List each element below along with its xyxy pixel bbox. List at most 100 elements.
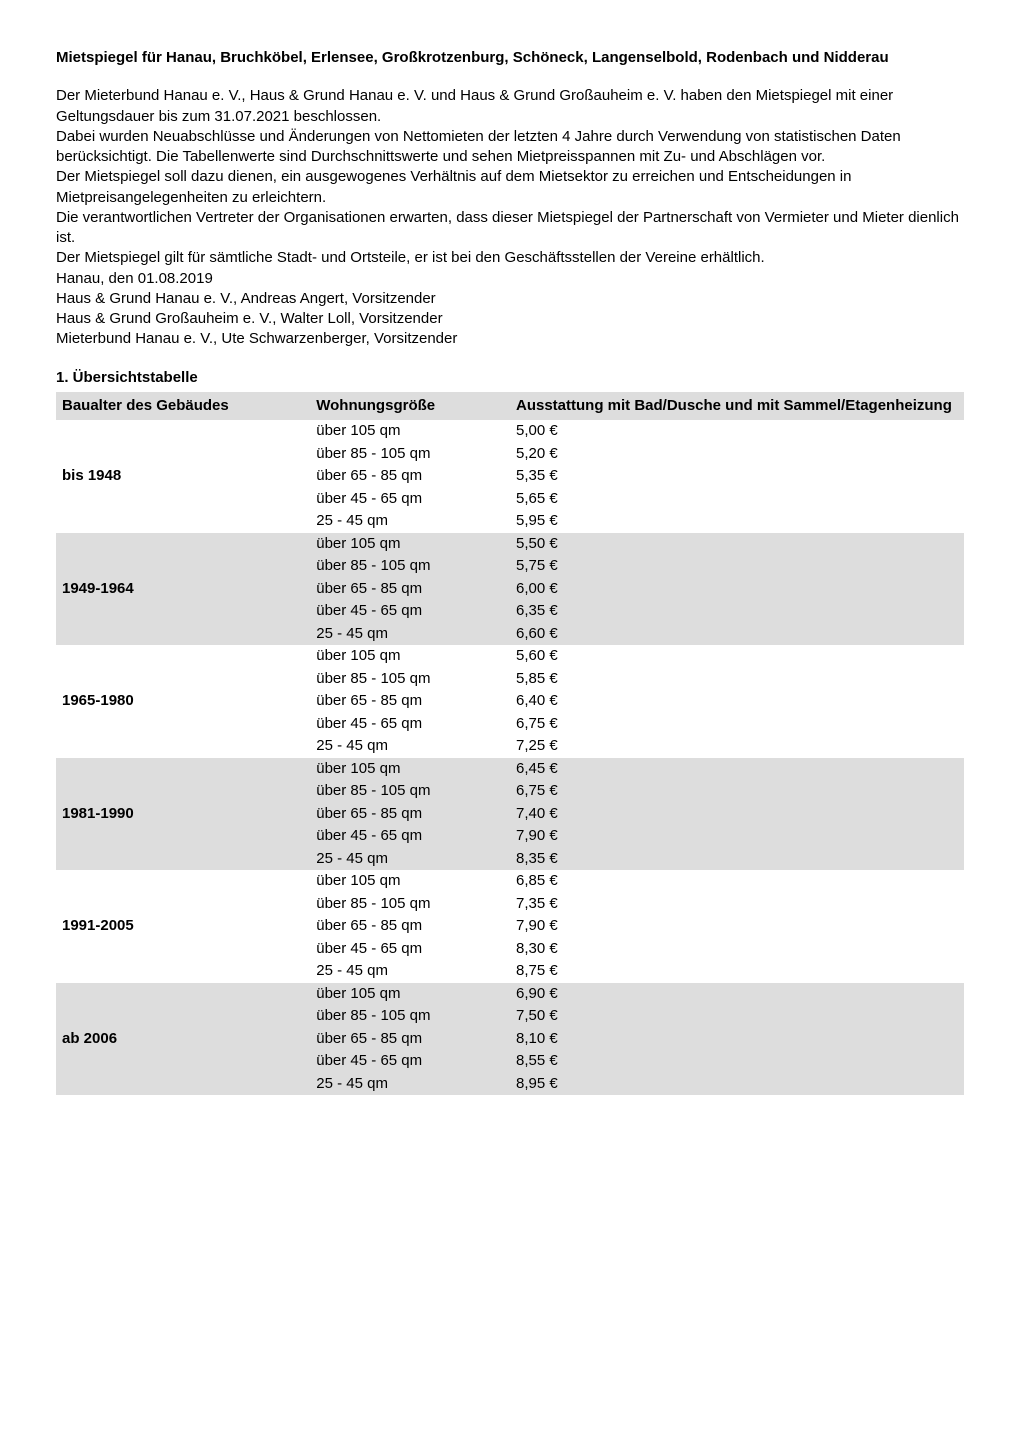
table-row: ab 2006 über 105 qm über 85 - 105 qm über 6… (56, 983, 964, 1096)
table-row: 1991-2005über 105 qmüber 85 - 105 qmüber… (56, 870, 964, 983)
col-header-age: Baualter des Gebäudes (56, 392, 310, 420)
intro-line: Haus & Grund Großauheim e. V., Walter Lo… (56, 310, 443, 327)
price-value: 6,75 € (516, 782, 558, 799)
price-cell: 5,60 € 5,85 € 6,40 € 6,75 € 7,25 € (510, 645, 964, 758)
price-value: 8,55 € (516, 1052, 558, 1069)
price-value: 6,90 € (516, 985, 558, 1002)
price-value: 5,00 € (516, 422, 558, 439)
price-value: 5,85 € (516, 670, 558, 687)
size-label: über 85 - 105 qm (316, 445, 430, 462)
size-label: über 105 qm (316, 647, 400, 664)
size-cell: über 105 qm über 85 - 105 qm über 65 - 85 … (310, 870, 510, 983)
price-value: 5,75 € (516, 557, 558, 574)
overview-table: Baualter des Gebäudes Wohnungsgröße Auss… (56, 392, 964, 1095)
price-value: 6,45 € (516, 760, 558, 777)
period-cell: 1965-1980 (56, 645, 310, 758)
size-label: über 65 - 85 qm (316, 692, 422, 709)
price-value: 6,60 € (516, 625, 558, 642)
size-label: über 85 - 105 qm (316, 557, 430, 574)
period-cell: 1949-1964 (56, 533, 310, 646)
size-cell: über 105 qm über 85 - 105 qm über 65 - 85 … (310, 758, 510, 871)
price-value: 7,35 € (516, 895, 558, 912)
size-cell: über 105 qm über 85 - 105 qm über 65 - 85 … (310, 420, 510, 533)
price-value: 5,65 € (516, 490, 558, 507)
intro-paragraph: Der Mieterbund Hanau e. V., Haus & Grund… (56, 86, 964, 349)
price-value: 6,85 € (516, 872, 558, 889)
section-heading: 1. Übersichtstabelle (56, 368, 964, 388)
price-value: 7,90 € (516, 827, 558, 844)
size-label: über 65 - 85 qm (316, 917, 422, 934)
size-label: über 45 - 65 qm (316, 715, 422, 732)
size-label: 25 - 45 qm (316, 625, 388, 642)
size-label: über 85 - 105 qm (316, 670, 430, 687)
document-title: Mietspiegel für Hanau, Bruchköbel, Erlen… (56, 48, 964, 68)
size-label: über 45 - 65 qm (316, 827, 422, 844)
price-value: 7,50 € (516, 1007, 558, 1024)
table-header-row: Baualter des Gebäudes Wohnungsgröße Auss… (56, 392, 964, 420)
size-label: über 85 - 105 qm (316, 782, 430, 799)
size-label: über 85 - 105 qm (316, 1007, 430, 1024)
col-header-equipment: Ausstattung mit Bad/Dusche und mit Samme… (510, 392, 964, 420)
size-cell: über 105 qm über 85 - 105 qm über 65 - 85 … (310, 533, 510, 646)
size-label: über 85 - 105 qm (316, 895, 430, 912)
size-cell: über 105 qm über 85 - 105 qm über 65 - 85 … (310, 983, 510, 1096)
size-cell: über 105 qm über 85 - 105 qm über 65 - 85 … (310, 645, 510, 758)
intro-line: Hanau, den 01.08.2019 (56, 270, 213, 287)
period-cell: bis 1948 (56, 420, 310, 533)
period-cell: 1991-2005 (56, 870, 310, 983)
size-label: 25 - 45 qm (316, 962, 388, 979)
price-value: 7,40 € (516, 805, 558, 822)
size-label: über 105 qm (316, 535, 400, 552)
price-value: 5,35 € (516, 467, 558, 484)
price-cell: 5,00 € 5,20 € 5,35 € 5,65 € 5,95 € (510, 420, 964, 533)
price-cell: 6,90 € 7,50 € 8,10 € 8,55 € 8,95 € (510, 983, 964, 1096)
intro-line: Die verantwortlichen Vertreter der Organ… (56, 209, 959, 246)
price-value: 8,35 € (516, 850, 558, 867)
intro-line: Haus & Grund Hanau e. V., Andreas Angert… (56, 290, 436, 307)
price-value: 6,00 € (516, 580, 558, 597)
size-label: über 45 - 65 qm (316, 602, 422, 619)
size-label: 25 - 45 qm (316, 850, 388, 867)
size-label: über 65 - 85 qm (316, 580, 422, 597)
price-value: 8,30 € (516, 940, 558, 957)
price-cell: 6,85 € 7,35 € 7,90 € 8,30 € 8,75 € (510, 870, 964, 983)
size-label: über 105 qm (316, 760, 400, 777)
size-label: über 45 - 65 qm (316, 490, 422, 507)
size-label: über 105 qm (316, 985, 400, 1002)
size-label: 25 - 45 qm (316, 512, 388, 529)
price-value: 7,90 € (516, 917, 558, 934)
price-value: 5,95 € (516, 512, 558, 529)
intro-line: Dabei wurden Neuabschlüsse und Änderunge… (56, 128, 901, 165)
table-row: 1965-1980über 105 qmüber 85 - 105 qmüber… (56, 645, 964, 758)
col-header-size: Wohnungsgröße (310, 392, 510, 420)
price-value: 5,60 € (516, 647, 558, 664)
price-value: 8,95 € (516, 1075, 558, 1092)
size-label: über 65 - 85 qm (316, 1030, 422, 1047)
price-value: 5,20 € (516, 445, 558, 462)
intro-line: Der Mieterbund Hanau e. V., Haus & Grund… (56, 87, 893, 124)
period-cell: 1981-1990 (56, 758, 310, 871)
price-value: 8,75 € (516, 962, 558, 979)
intro-line: Mieterbund Hanau e. V., Ute Schwarzenber… (56, 330, 457, 347)
size-label: über 105 qm (316, 422, 400, 439)
size-label: 25 - 45 qm (316, 1075, 388, 1092)
table-row: bis 1948über 105 qmüber 85 - 105 qmüber … (56, 420, 964, 533)
size-label: über 45 - 65 qm (316, 1052, 422, 1069)
price-value: 5,50 € (516, 535, 558, 552)
table-row: 1981-1990über 105 qmüber 85 - 105 qmüber… (56, 758, 964, 871)
size-label: 25 - 45 qm (316, 737, 388, 754)
price-value: 6,40 € (516, 692, 558, 709)
period-cell: ab 2006 (56, 983, 310, 1096)
price-value: 7,25 € (516, 737, 558, 754)
intro-line: Der Mietspiegel soll dazu dienen, ein au… (56, 168, 851, 205)
price-cell: 5,50 €5,75 €6,00 €6,35 €6,60 € (510, 533, 964, 646)
price-value: 8,10 € (516, 1030, 558, 1047)
price-value: 6,75 € (516, 715, 558, 732)
intro-line: Der Mietspiegel gilt für sämtliche Stadt… (56, 249, 765, 266)
price-cell: 6,45 € 6,75 € 7,40 € 7,90 € 8,35 € (510, 758, 964, 871)
size-label: über 65 - 85 qm (316, 467, 422, 484)
table-row: 1949-1964über 105 qmüber 85 - 105 qmüber… (56, 533, 964, 646)
size-label: über 65 - 85 qm (316, 805, 422, 822)
size-label: über 105 qm (316, 872, 400, 889)
size-label: über 45 - 65 qm (316, 940, 422, 957)
